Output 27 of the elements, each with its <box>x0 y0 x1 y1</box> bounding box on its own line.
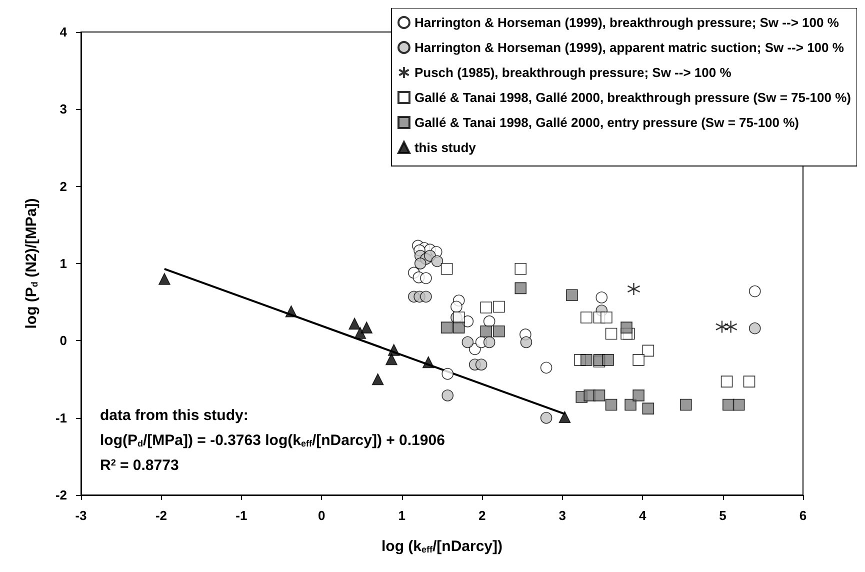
y-axis-title: log (Pd (N2)/[MPa]) <box>23 198 40 329</box>
legend-label: Gallé & Tanai 1998, Gallé 2000, breakthrough pressure (Sw = 75-100 %) <box>414 90 852 105</box>
y-tick-label: 4 <box>60 24 68 40</box>
x-tick-label: 0 <box>318 508 326 523</box>
y-tick-label: -2 <box>55 488 67 502</box>
x-tick-label: -3 <box>75 508 87 523</box>
x-tick-label: 6 <box>799 508 807 523</box>
legend-label: Harrington & Horseman (1999), apparent matric suction; Sw --> 100 % <box>414 40 844 55</box>
y-tick-label: 3 <box>60 102 67 117</box>
y-tick-label: -1 <box>55 410 67 426</box>
y-tick-label: 1 <box>60 256 67 271</box>
x-tick-label: -1 <box>236 508 248 523</box>
x-axis-title: log (keff/[nDarcy]) <box>381 538 503 555</box>
x-tick-label: -2 <box>155 508 168 523</box>
annotation: log(Pd/[MPa]) = -0.3763 log(keff/[nDarcy]) + 0.1906 <box>100 432 445 449</box>
legend-label: Pusch (1985), breakthrough pressure; Sw --> 100 % <box>414 65 732 80</box>
annotation: data from this study: <box>100 407 248 424</box>
y-tick-label: 0 <box>60 333 67 348</box>
x-tick-label: 1 <box>398 508 406 523</box>
x-tick-label: 4 <box>638 508 647 523</box>
legend-label: Gallé & Tanai 1998, Gallé 2000, entry pressure (Sw = 75-100 %) <box>414 115 800 130</box>
x-tick-label: 5 <box>719 508 726 523</box>
x-tick-label: 3 <box>558 508 566 523</box>
legend-label: Harrington & Horseman (1999), breakthrough pressure; Sw --> 100 % <box>414 15 840 30</box>
x-tick-label: 2 <box>478 508 486 523</box>
legend-label: this study <box>414 140 477 155</box>
y-tick-label: 2 <box>60 178 67 194</box>
